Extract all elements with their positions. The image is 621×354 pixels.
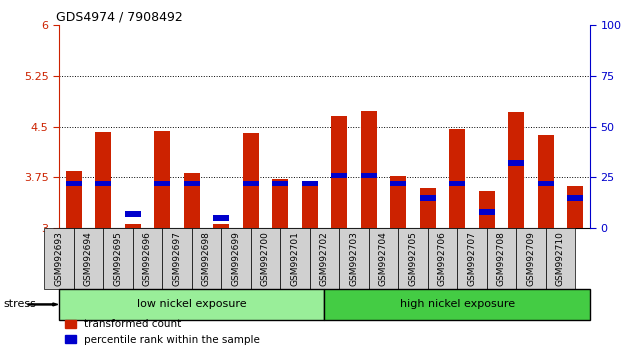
Bar — [390, 176, 406, 228]
Text: GSM992693: GSM992693 — [55, 231, 63, 286]
Bar — [538, 181, 554, 186]
Bar — [125, 211, 141, 217]
Text: GSM992710: GSM992710 — [556, 231, 565, 286]
Bar — [243, 133, 259, 228]
Bar — [213, 216, 229, 221]
Text: GSM992705: GSM992705 — [409, 231, 417, 286]
Bar — [479, 191, 495, 228]
Bar — [449, 129, 465, 228]
Bar — [154, 131, 170, 228]
Bar — [95, 181, 111, 186]
Text: GSM992696: GSM992696 — [143, 231, 152, 286]
Text: GSM992703: GSM992703 — [350, 231, 358, 286]
Text: GSM992707: GSM992707 — [468, 231, 476, 286]
Bar — [479, 209, 495, 215]
Text: GSM992694: GSM992694 — [84, 231, 93, 286]
Bar — [302, 184, 318, 228]
Text: GSM992704: GSM992704 — [379, 231, 388, 286]
Bar — [420, 195, 436, 200]
Bar — [184, 181, 200, 186]
Bar — [331, 116, 347, 228]
Bar — [272, 179, 288, 228]
Bar — [567, 186, 583, 228]
Bar — [213, 224, 229, 228]
Bar — [184, 173, 200, 228]
Bar — [125, 224, 141, 228]
Bar — [243, 181, 259, 186]
Bar — [66, 171, 82, 228]
Bar — [272, 181, 288, 186]
Bar — [449, 181, 465, 186]
Text: high nickel exposure: high nickel exposure — [400, 299, 515, 309]
Bar — [567, 195, 583, 200]
Text: stress: stress — [3, 299, 36, 309]
Bar — [361, 173, 377, 178]
Text: GDS4974 / 7908492: GDS4974 / 7908492 — [56, 11, 183, 24]
Text: GSM992702: GSM992702 — [320, 231, 329, 286]
Bar — [508, 160, 524, 166]
Text: GSM992709: GSM992709 — [527, 231, 535, 286]
Text: GSM992708: GSM992708 — [497, 231, 506, 286]
Text: low nickel exposure: low nickel exposure — [137, 299, 247, 309]
Bar — [420, 188, 436, 228]
Bar — [95, 132, 111, 228]
Bar — [390, 181, 406, 186]
Bar — [66, 181, 82, 186]
Bar — [508, 112, 524, 228]
Text: GSM992699: GSM992699 — [232, 231, 240, 286]
Bar — [302, 181, 318, 186]
Bar — [331, 173, 347, 178]
Text: GSM992697: GSM992697 — [173, 231, 181, 286]
Bar — [154, 181, 170, 186]
Text: GSM992706: GSM992706 — [438, 231, 447, 286]
Bar — [361, 111, 377, 228]
Text: GSM992700: GSM992700 — [261, 231, 270, 286]
Text: GSM992698: GSM992698 — [202, 231, 211, 286]
Legend: transformed count, percentile rank within the sample: transformed count, percentile rank withi… — [61, 315, 264, 349]
Bar — [538, 135, 554, 228]
Text: GSM992695: GSM992695 — [114, 231, 122, 286]
Text: GSM992701: GSM992701 — [291, 231, 299, 286]
